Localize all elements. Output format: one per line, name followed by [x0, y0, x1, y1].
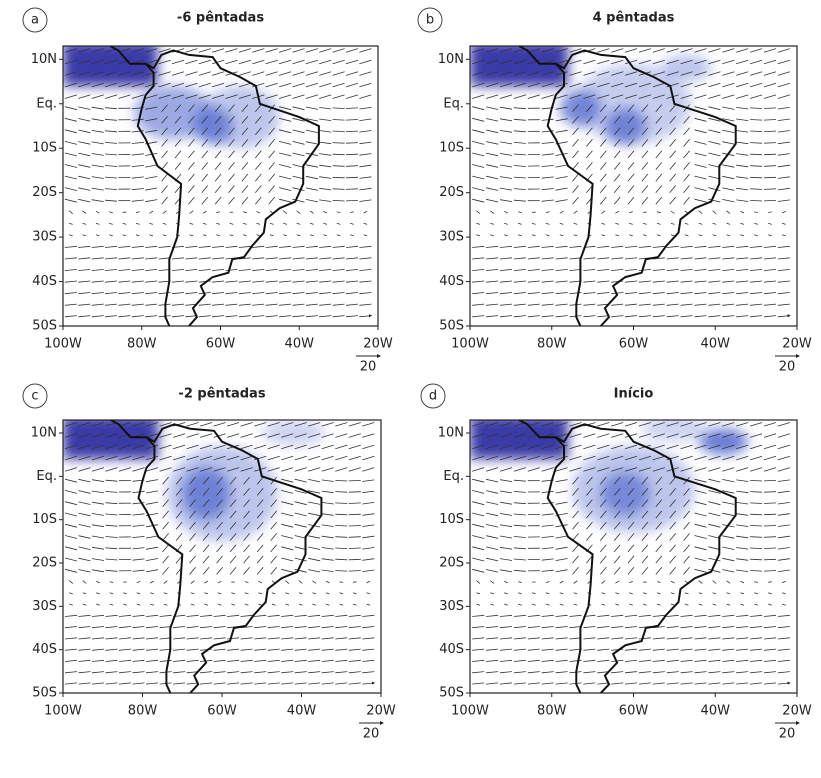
- lon-label: 20W: [782, 337, 812, 352]
- coastline: [109, 46, 320, 326]
- lon-label: 80W: [128, 704, 158, 719]
- reference-label: 20: [779, 727, 796, 742]
- wind-vectors: [64, 422, 374, 685]
- lat-label: 50S: [32, 319, 57, 334]
- coastline: [518, 420, 737, 693]
- lat-label: 30S: [439, 230, 464, 245]
- lat-label: 10N: [31, 426, 57, 441]
- wind-vectors: [472, 48, 790, 317]
- lon-label: 60W: [619, 704, 649, 719]
- lon-label: 60W: [619, 337, 649, 352]
- lat-label: 10S: [439, 141, 464, 156]
- anomaly: [698, 428, 748, 455]
- lat-label: 30S: [439, 599, 464, 614]
- anomaly-band: [63, 46, 158, 86]
- lat-label: 20S: [439, 556, 464, 571]
- lon-label: 20W: [366, 704, 396, 719]
- wind-vectors: [472, 422, 790, 685]
- lon-label: 100W: [451, 704, 489, 719]
- lat-label: 40S: [32, 274, 57, 289]
- lat-label: 10N: [438, 426, 464, 441]
- reference-label: 20: [779, 360, 796, 375]
- lon-label: 20W: [363, 337, 393, 352]
- lat-label: 40S: [32, 642, 57, 657]
- wind-vectors: [64, 48, 372, 317]
- panel-letter-circle: [417, 7, 443, 33]
- lon-label: 80W: [537, 337, 567, 352]
- lon-label: 100W: [44, 704, 82, 719]
- lon-label: 80W: [127, 337, 157, 352]
- lat-label: Eq.: [36, 96, 57, 111]
- lat-label: 50S: [439, 686, 464, 701]
- lat-label: 10S: [32, 141, 57, 156]
- map-area: [63, 46, 372, 326]
- panel-letter-circle: [22, 7, 48, 33]
- lat-label: 40S: [439, 274, 464, 289]
- map-area: [470, 420, 790, 693]
- lat-label: 30S: [32, 599, 57, 614]
- panel-letter-circle: [420, 383, 446, 409]
- coastline: [518, 46, 737, 326]
- lon-label: 100W: [451, 337, 489, 352]
- lat-label: 10N: [438, 52, 464, 67]
- lon-label: 60W: [207, 704, 237, 719]
- map-panel: 10N Eq. 10S 20S 30S 40S 50S 100W 80W 60W 40W 20W 20 d…: [420, 383, 812, 742]
- lat-label: 30S: [32, 230, 57, 245]
- panel-title: -2 pêntadas: [178, 387, 265, 402]
- map-area: [63, 420, 374, 693]
- anomaly-band: [470, 420, 569, 459]
- panel-letter-circle: [22, 383, 48, 409]
- lat-label: 50S: [32, 686, 57, 701]
- lon-label: 40W: [287, 704, 317, 719]
- lon-label: 60W: [206, 337, 236, 352]
- lon-label: 40W: [285, 337, 315, 352]
- lat-label: Eq.: [443, 469, 464, 484]
- panel-title: 4 pêntadas: [593, 11, 675, 26]
- coastline: [110, 420, 323, 693]
- map-panel: 10N Eq. 10S 20S 30S 40S 50S 100W 80W 60W 40W 20W 20 b…: [417, 7, 812, 375]
- panel-letter: a: [31, 13, 39, 28]
- anomaly: [166, 446, 278, 542]
- lat-label: 20S: [32, 185, 57, 200]
- panel-title: -6 pêntadas: [177, 11, 264, 26]
- lon-label: 40W: [701, 337, 731, 352]
- reference-label: 20: [363, 727, 380, 742]
- panel-title: Início: [614, 387, 654, 402]
- map-area: [470, 46, 790, 326]
- lat-label: 20S: [32, 556, 57, 571]
- lon-label: 40W: [701, 704, 731, 719]
- lat-label: 40S: [439, 642, 464, 657]
- lat-label: 10S: [32, 512, 57, 527]
- lon-label: 20W: [782, 704, 812, 719]
- panel-letter: c: [31, 389, 38, 404]
- lat-label: 50S: [439, 319, 464, 334]
- lat-label: Eq.: [443, 96, 464, 111]
- panel-letter: d: [429, 389, 437, 404]
- anomaly: [200, 86, 280, 149]
- anomaly-band: [63, 420, 159, 459]
- lat-label: 10S: [439, 512, 464, 527]
- lat-label: Eq.: [36, 469, 57, 484]
- panel-letter: b: [426, 13, 434, 28]
- anomaly: [261, 420, 326, 446]
- lat-label: 10N: [31, 52, 57, 67]
- lon-label: 80W: [537, 704, 567, 719]
- lon-label: 100W: [44, 337, 82, 352]
- reference-label: 20: [360, 360, 377, 375]
- map-panel: 10N Eq. 10S 20S 30S 40S 50S 100W 80W 60W 40W 20W 20 c…: [22, 383, 396, 742]
- map-panel: 10N Eq. 10S 20S 30S 40S 50S 100W 80W 60W 40W 20W 20 a…: [22, 7, 393, 375]
- anomaly: [662, 54, 712, 82]
- lat-label: 20S: [439, 185, 464, 200]
- anomaly-band: [470, 46, 569, 86]
